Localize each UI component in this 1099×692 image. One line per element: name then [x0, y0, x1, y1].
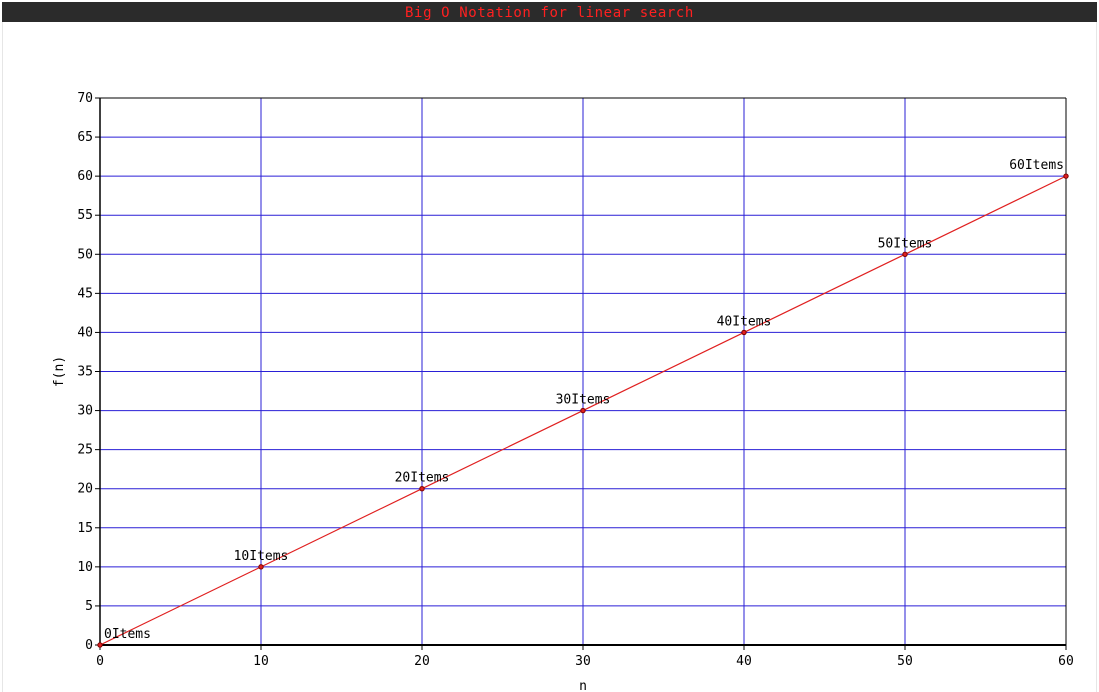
y-tick-label: 60 — [77, 169, 93, 184]
data-point — [741, 329, 747, 336]
x-tick-label: 50 — [897, 654, 913, 669]
data-point-label: 40Items — [717, 314, 772, 329]
data-point-label: 50Items — [878, 236, 933, 251]
y-tick-label: 15 — [77, 521, 93, 536]
axes — [95, 97, 1067, 650]
line-chart: 0 5 10 15 20 25 30 35 40 45 50 55 60 65 70 0 10 20 30 40 50 6… — [52, 91, 1074, 692]
tick-labels: 0 5 10 15 20 25 30 35 40 45 50 55 60 65 70 0 10 20 30 40 50 6… — [77, 91, 1073, 669]
y-tick-label: 55 — [77, 208, 93, 223]
x-tick-label: 30 — [575, 654, 591, 669]
y-tick-label: 45 — [77, 286, 93, 301]
y-tick-label: 35 — [77, 365, 93, 380]
data-point-label: 0Items — [104, 627, 151, 642]
data-point-label: 30Items — [556, 393, 611, 408]
chart-area: 0 5 10 15 20 25 30 35 40 45 50 55 60 65 70 0 10 20 30 40 50 6… — [2, 22, 1097, 692]
data-point — [419, 486, 425, 492]
y-tick-label: 30 — [77, 404, 93, 419]
data-point-label: 60Items — [1009, 158, 1064, 173]
y-tick-label: 50 — [77, 247, 93, 262]
x-tick-label: 10 — [253, 654, 269, 669]
data-point — [902, 251, 908, 257]
window-title: Big O Notation for linear search — [405, 5, 694, 21]
y-tick-label: 20 — [77, 482, 93, 497]
x-tick-label: 60 — [1058, 654, 1074, 669]
data-point — [97, 642, 103, 648]
x-tick-label: 20 — [414, 654, 430, 669]
data-point-label: 20Items — [395, 471, 450, 486]
y-tick-label: 0 — [85, 638, 93, 653]
y-axis-label: f(n) — [52, 356, 67, 387]
data-point — [580, 407, 586, 414]
x-axis-label: n — [579, 679, 587, 692]
y-tick-label: 25 — [77, 443, 93, 458]
y-tick-label: 65 — [77, 130, 93, 145]
y-tick-label: 5 — [85, 599, 93, 614]
x-tick-label: 0 — [96, 654, 104, 669]
data-point-label: 10Items — [234, 549, 289, 564]
data-point — [1063, 173, 1069, 179]
y-tick-label: 10 — [77, 560, 93, 575]
title-bar: Big O Notation for linear search — [2, 2, 1097, 22]
x-tick-label: 40 — [736, 654, 752, 669]
series: 0Items 10Items 20Items 30Items 40Items 50Item… — [97, 158, 1069, 648]
data-point — [258, 564, 264, 570]
y-tick-label: 70 — [77, 91, 93, 106]
y-tick-label: 40 — [77, 325, 93, 340]
